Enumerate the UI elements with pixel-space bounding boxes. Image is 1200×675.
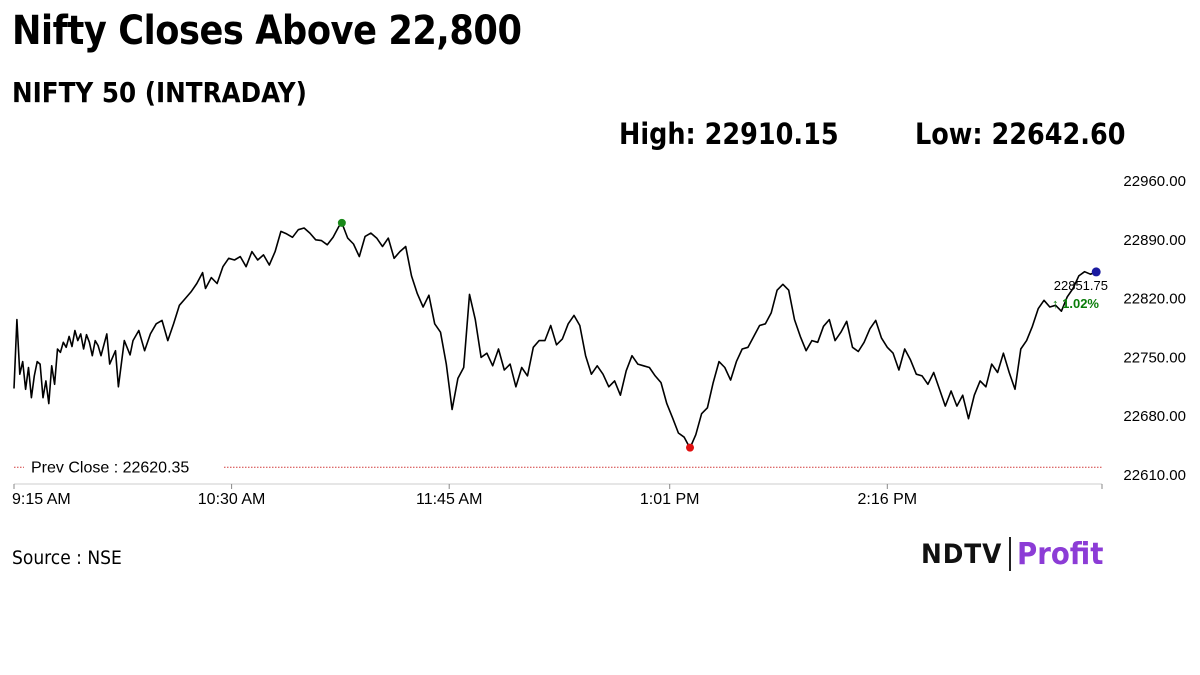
- chart-headline: Nifty Closes Above 22,800: [12, 8, 522, 54]
- y-tick-label: 22890.00: [1123, 232, 1186, 249]
- last-change-label: ↑ 1.02%: [1052, 296, 1099, 311]
- markers: 22851.75 ↑ 1.02%: [337, 218, 1108, 452]
- ndtv-logo-text: NDTV: [921, 538, 1003, 570]
- last-price-label: 22851.75: [1054, 278, 1108, 293]
- nifty-price-line: [13, 222, 1097, 449]
- x-tick-label: 9:15 AM: [12, 491, 71, 508]
- x-axis: 9:15 AM 10:30 AM 11:45 AM 1:01 PM 2:16 PM: [12, 483, 1103, 508]
- profit-logo-text: Profit: [1017, 536, 1104, 572]
- prev-close-label-bg: [24, 455, 224, 476]
- y-tick-label: 22610.00: [1123, 467, 1186, 484]
- x-tick-label: 11:45 AM: [416, 491, 482, 508]
- low-marker: [686, 443, 695, 452]
- logo-divider: [1009, 537, 1012, 571]
- y-tick-label: 22960.00: [1123, 173, 1186, 190]
- y-tick-label: 22680.00: [1123, 408, 1186, 425]
- low-stat: Low: 22642.60: [915, 117, 1126, 151]
- source-label: Source : NSE: [12, 547, 122, 569]
- x-tick-label: 10:30 AM: [198, 491, 266, 508]
- prev-close-label: Prev Close : 22620.35: [31, 459, 189, 476]
- prev-close-line-group: Prev Close : 22620.35: [14, 455, 1102, 476]
- x-tick-label: 2:16 PM: [858, 491, 918, 508]
- price-series: [13, 222, 1097, 449]
- y-tick-label: 22820.00: [1123, 291, 1186, 308]
- y-tick-label: 22750.00: [1123, 349, 1186, 366]
- high-stat: High: 22910.15: [619, 117, 839, 151]
- high-marker: [337, 218, 346, 227]
- y-axis: 22960.00 22890.00 22820.00 22750.00 22680.00…: [1123, 173, 1186, 484]
- chart-subtitle: NIFTY 50 (INTRADAY): [12, 76, 307, 109]
- last-price-marker: [1091, 267, 1101, 277]
- ndtv-profit-logo: NDTV Profit: [921, 534, 1111, 574]
- x-tick-label: 1:01 PM: [640, 491, 700, 508]
